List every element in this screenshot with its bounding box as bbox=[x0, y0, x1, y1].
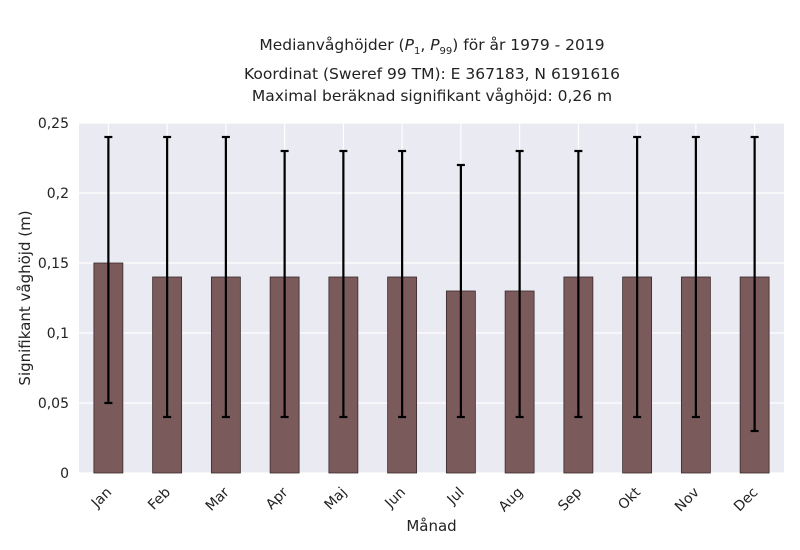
y-tick-label: 0 bbox=[60, 466, 69, 482]
chart-title: Medianvåghöjder (P1, P99) för år 1979 - … bbox=[0, 34, 800, 107]
y-axis-ticks: 0 0,05 0,1 0,15 0,2 0,25 bbox=[38, 116, 69, 482]
y-tick-label: 0,2 bbox=[47, 186, 69, 202]
x-tick-label: Jun bbox=[381, 485, 408, 512]
y-tick-label: 0,05 bbox=[38, 396, 69, 412]
x-tick-label: Maj bbox=[322, 485, 351, 514]
y-tick-label: 0,15 bbox=[38, 256, 69, 272]
y-tick-label: 0,1 bbox=[47, 326, 69, 342]
chart-title-line-1: Medianvåghöjder (P1, P99) för år 1979 - … bbox=[259, 36, 605, 58]
x-axis-label: Månad bbox=[406, 517, 456, 535]
x-tick-label: Nov bbox=[672, 485, 703, 516]
y-axis-label: Signifikant våghöjd (m) bbox=[16, 210, 34, 385]
error-bars bbox=[104, 135, 759, 433]
y-tick-label: 0,25 bbox=[38, 116, 69, 132]
x-tick-label: Sep bbox=[555, 484, 585, 514]
x-tick-label: Jan bbox=[88, 485, 115, 512]
x-tick-label: Aug bbox=[496, 485, 527, 516]
x-tick-label: Dec bbox=[731, 485, 761, 515]
x-tick-label: Mar bbox=[203, 484, 233, 514]
x-tick-label: Jul bbox=[444, 485, 468, 509]
plot-area bbox=[79, 123, 784, 473]
x-tick-label: Apr bbox=[263, 484, 292, 513]
chart-title-line-2: Koordinat (Sweref 99 TM): E 367183, N 61… bbox=[244, 65, 620, 84]
x-axis-ticks: Jan Feb Mar Apr Maj Jun Jul Aug Sep Okt Nov Dec bbox=[88, 484, 762, 515]
x-tick-label: Okt bbox=[615, 484, 644, 513]
chart-title-line-3: Maximal beräknad signifikant våghöjd: 0,… bbox=[251, 87, 613, 106]
x-tick-label: Feb bbox=[145, 484, 174, 513]
